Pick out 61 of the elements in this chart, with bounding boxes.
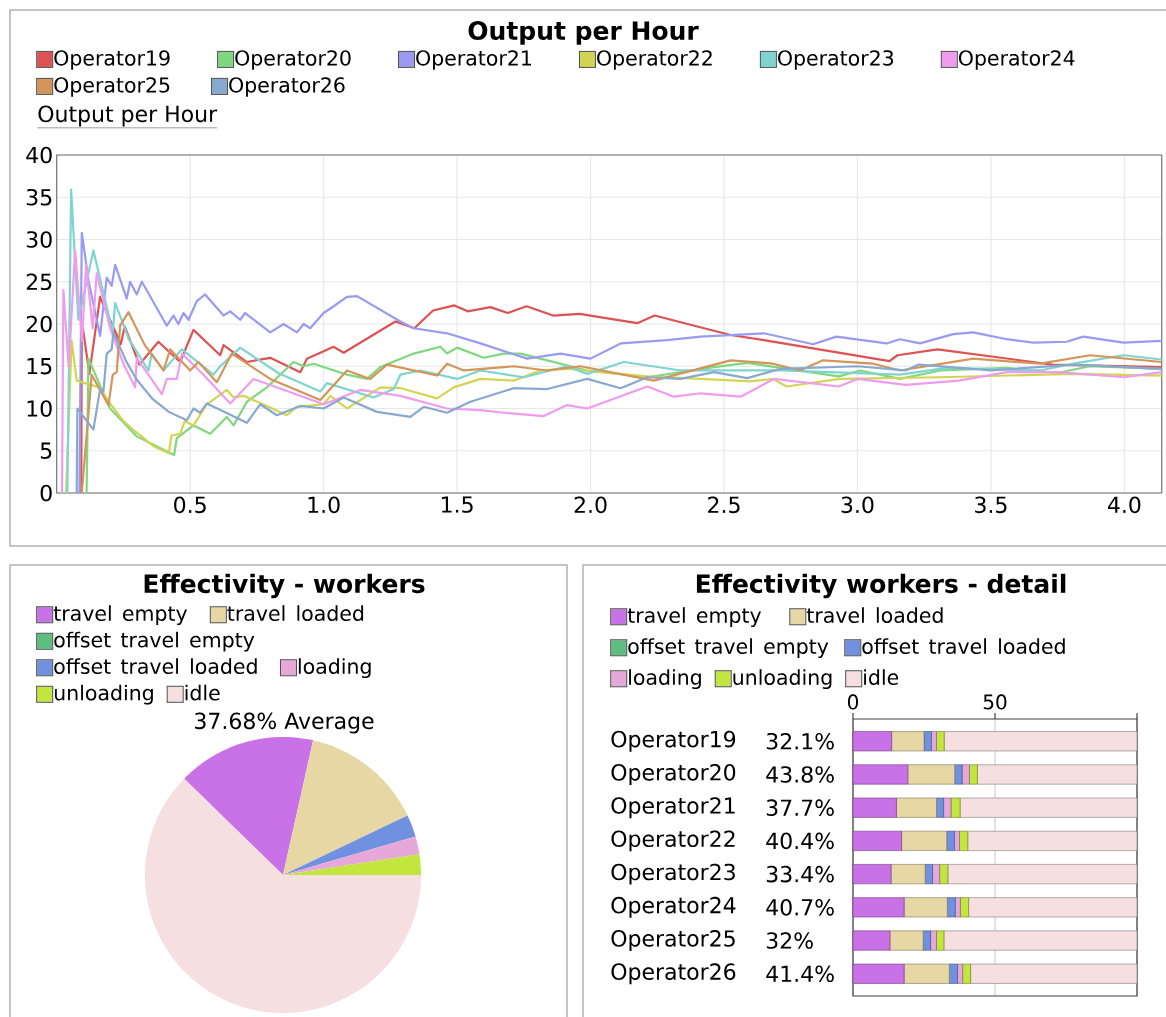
chart-title: Effectivity workers - detail [696, 573, 1066, 599]
y-tick-label: Operator26 [611, 963, 736, 985]
text: 33.4% [766, 865, 834, 883]
legend-label: travel loaded [806, 607, 943, 624]
y-tick-label: 25 [26, 273, 52, 291]
text: 32.1% [766, 732, 834, 750]
y-tick-label: Operator22 [611, 830, 735, 852]
x-tick-label: 3.5 [975, 496, 1007, 514]
y-tick-label: Operator24 [611, 896, 736, 918]
text: 43.8% [766, 766, 834, 783]
y-tick-label: 15 [27, 358, 52, 375]
y-tick-label: 40 [26, 146, 52, 164]
y-axis-title: Output per Hour [38, 105, 218, 127]
y-tick-label: 30 [26, 231, 52, 248]
y-tick-label: 0 [40, 484, 52, 502]
text: 37.68% Average [195, 712, 374, 734]
legend-label: travel empty [627, 607, 762, 628]
x-tick-label: 3.0 [841, 496, 874, 514]
chart-title: Effectivity - workers [144, 573, 425, 599]
text: 40.4% [766, 832, 834, 850]
legend-label: loading [629, 669, 701, 690]
legend-label: Operator19 [54, 50, 170, 70]
y-tick-label: Operator19 [611, 730, 736, 752]
legend-label: offset travel empty [54, 631, 255, 652]
x-tick-label: 4.0 [1107, 496, 1141, 514]
y-tick-label: Operator23 [611, 863, 735, 885]
y-tick-label: 20 [26, 315, 52, 333]
legend-label: unloading [733, 669, 832, 690]
legend-label: idle [864, 669, 899, 686]
x-tick-label: 2.0 [574, 496, 607, 514]
x-tick-label: 1.0 [308, 496, 340, 514]
text: 32% [766, 932, 813, 949]
legend-label: Operator22 [597, 50, 712, 70]
y-tick-label: 10 [27, 400, 52, 417]
y-tick-label: Operator20 [611, 764, 736, 785]
x-tick-label: 50 [983, 694, 1007, 710]
x-tick-label: 1.5 [442, 496, 473, 513]
legend-label: Operator21 [416, 50, 531, 70]
legend-label: unloading [54, 684, 153, 705]
x-tick-label: 2.5 [708, 496, 740, 514]
y-tick-label: 5 [40, 442, 52, 459]
legend-label: idle [185, 684, 220, 701]
chart-title: Output per Hour [468, 21, 699, 45]
legend-label: loading [298, 658, 371, 679]
legend-label: offset travel empty [628, 638, 829, 659]
y-tick-label: 35 [26, 188, 52, 206]
legend-label: offset travel loaded [54, 658, 257, 675]
legend-label: Operator24 [958, 50, 1075, 70]
legend-label: travel loaded [227, 605, 364, 622]
text: 41.4% [766, 965, 834, 983]
legend-label: travel empty [53, 605, 188, 626]
legend-label: offset travel loaded [862, 638, 1065, 655]
legend-label: Operator20 [235, 50, 351, 70]
legend-label: Operator25 [54, 77, 170, 97]
text: 40.7% [766, 899, 834, 916]
y-tick-label: Operator21 [611, 797, 735, 819]
legend-label: Operator23 [778, 50, 894, 70]
y-tick-label: Operator25 [611, 930, 735, 951]
legend-label: Operator26 [229, 77, 345, 97]
text: 37.7% [766, 799, 834, 817]
x-tick-label: 0.5 [174, 496, 206, 514]
